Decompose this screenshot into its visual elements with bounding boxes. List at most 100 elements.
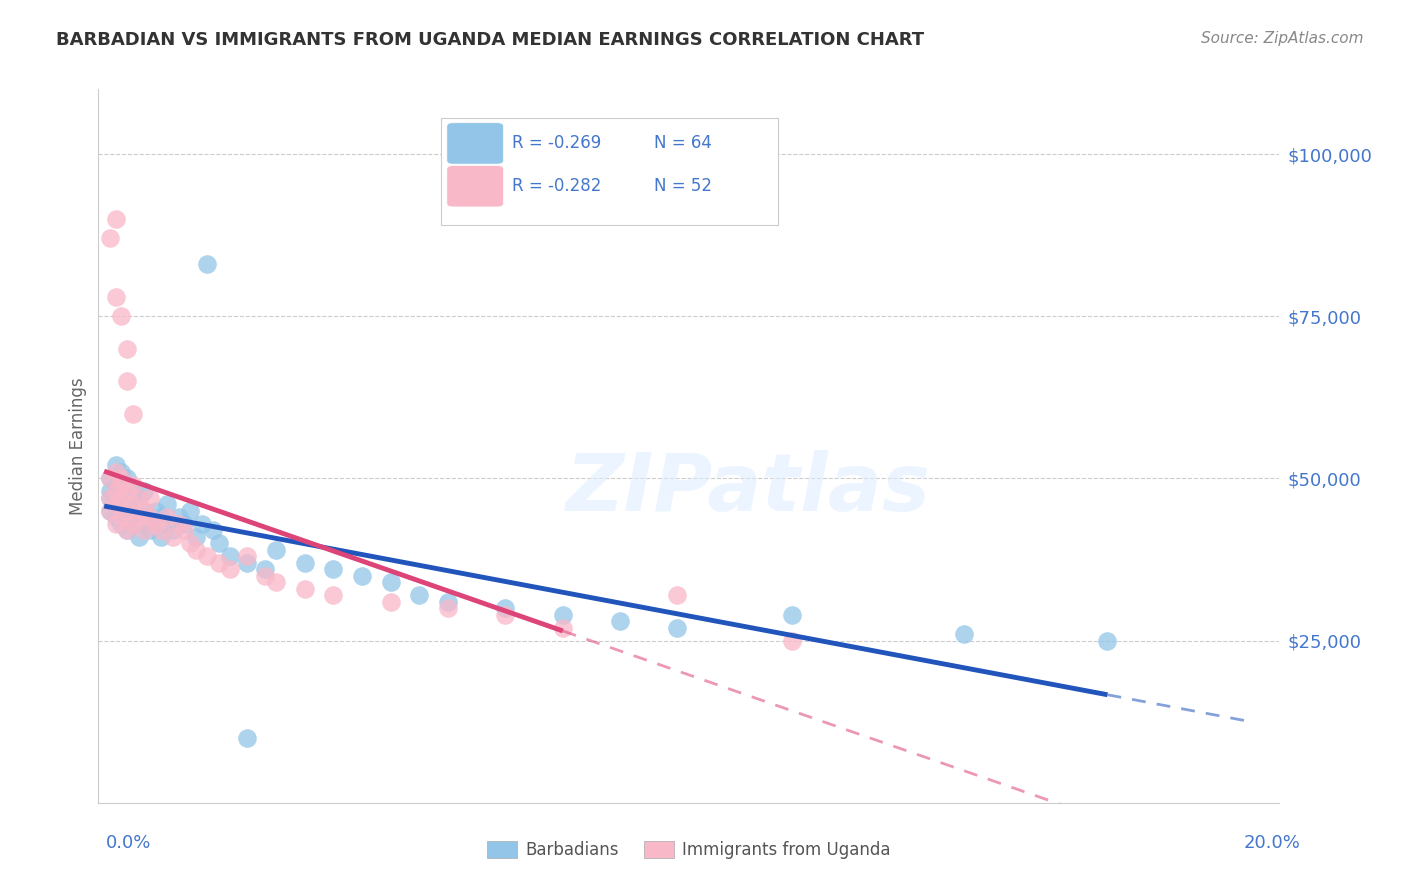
- Text: N = 52: N = 52: [654, 177, 711, 194]
- Point: [437, 601, 460, 615]
- Point: [104, 510, 127, 524]
- Text: ZIPatlas: ZIPatlas: [565, 450, 931, 528]
- Point: [134, 516, 156, 531]
- Point: [437, 595, 460, 609]
- Point: [104, 458, 127, 473]
- Point: [128, 530, 150, 544]
- Point: [294, 556, 316, 570]
- Legend: Barbadians, Immigrants from Uganda: Barbadians, Immigrants from Uganda: [481, 834, 897, 866]
- FancyBboxPatch shape: [447, 123, 503, 164]
- Text: R = -0.269: R = -0.269: [512, 134, 600, 152]
- Point: [495, 601, 517, 615]
- Point: [173, 524, 195, 538]
- Point: [121, 497, 143, 511]
- Point: [551, 621, 574, 635]
- Point: [150, 524, 173, 538]
- Point: [134, 484, 156, 499]
- Text: R = -0.282: R = -0.282: [512, 177, 602, 194]
- Point: [128, 510, 150, 524]
- Point: [145, 504, 167, 518]
- Point: [115, 484, 138, 499]
- Point: [110, 497, 132, 511]
- Point: [150, 510, 173, 524]
- Point: [156, 516, 179, 531]
- Point: [115, 342, 138, 356]
- Point: [179, 504, 201, 518]
- Point: [145, 516, 167, 531]
- Point: [98, 484, 121, 499]
- Point: [104, 491, 127, 505]
- Point: [104, 516, 127, 531]
- Point: [110, 478, 132, 492]
- Point: [104, 465, 127, 479]
- Point: [253, 562, 276, 576]
- Point: [98, 504, 121, 518]
- Point: [219, 562, 242, 576]
- Point: [110, 310, 132, 324]
- Point: [115, 524, 138, 538]
- Point: [236, 731, 259, 745]
- Point: [1097, 633, 1119, 648]
- Text: 0.0%: 0.0%: [105, 834, 150, 852]
- Point: [110, 471, 132, 485]
- Text: BARBADIAN VS IMMIGRANTS FROM UGANDA MEDIAN EARNINGS CORRELATION CHART: BARBADIAN VS IMMIGRANTS FROM UGANDA MEDI…: [56, 31, 924, 49]
- Point: [121, 516, 143, 531]
- Point: [150, 530, 173, 544]
- Point: [173, 516, 195, 531]
- Point: [208, 536, 231, 550]
- Point: [134, 524, 156, 538]
- Point: [104, 478, 127, 492]
- Point: [380, 595, 402, 609]
- Point: [236, 556, 259, 570]
- Point: [380, 575, 402, 590]
- Point: [352, 568, 374, 582]
- FancyBboxPatch shape: [447, 166, 503, 207]
- Point: [98, 491, 121, 505]
- Point: [134, 504, 156, 518]
- Point: [208, 556, 231, 570]
- Point: [139, 524, 162, 538]
- Point: [121, 504, 143, 518]
- Point: [115, 524, 138, 538]
- Point: [167, 516, 190, 531]
- Point: [219, 549, 242, 564]
- Point: [115, 510, 138, 524]
- Point: [104, 211, 127, 226]
- Point: [134, 504, 156, 518]
- Point: [110, 510, 132, 524]
- Point: [128, 510, 150, 524]
- Point: [121, 478, 143, 492]
- Point: [115, 504, 138, 518]
- Point: [104, 484, 127, 499]
- Point: [104, 497, 127, 511]
- Point: [184, 542, 207, 557]
- Point: [139, 491, 162, 505]
- Point: [98, 471, 121, 485]
- Point: [121, 484, 143, 499]
- Point: [110, 471, 132, 485]
- Point: [139, 510, 162, 524]
- Point: [264, 575, 287, 590]
- Text: N = 64: N = 64: [654, 134, 711, 152]
- Point: [110, 484, 132, 499]
- Point: [953, 627, 976, 641]
- Point: [98, 504, 121, 518]
- Point: [156, 510, 179, 524]
- Y-axis label: Median Earnings: Median Earnings: [69, 377, 87, 515]
- Point: [115, 374, 138, 388]
- Point: [322, 588, 344, 602]
- Point: [110, 465, 132, 479]
- Point: [162, 524, 184, 538]
- Point: [202, 524, 225, 538]
- Point: [322, 562, 344, 576]
- Point: [253, 568, 276, 582]
- Text: Source: ZipAtlas.com: Source: ZipAtlas.com: [1201, 31, 1364, 46]
- Point: [110, 516, 132, 531]
- Point: [264, 542, 287, 557]
- Point: [98, 491, 121, 505]
- Point: [104, 290, 127, 304]
- Point: [666, 588, 689, 602]
- Point: [128, 491, 150, 505]
- Point: [128, 491, 150, 505]
- Point: [104, 497, 127, 511]
